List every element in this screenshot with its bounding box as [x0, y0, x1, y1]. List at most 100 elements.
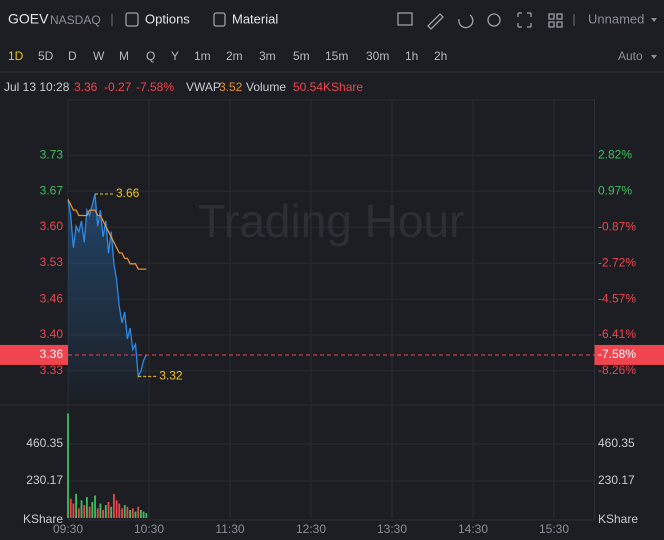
layout-name[interactable]: Unnamed — [588, 11, 644, 26]
quote-item: 3.36 — [74, 80, 98, 94]
y-tick-label: 3.33 — [40, 363, 64, 377]
y-tick-label: 3.46 — [40, 291, 64, 305]
settings-icon[interactable] — [487, 13, 501, 27]
layout-caret — [651, 18, 657, 22]
period-tab[interactable]: Y — [171, 49, 179, 63]
volume-bar — [134, 511, 137, 518]
y2-tick-label: -0.87% — [598, 219, 636, 233]
period-tab[interactable]: 3m — [259, 49, 276, 63]
period-tab[interactable]: Q — [146, 49, 155, 63]
period-tab[interactable]: 1h — [405, 49, 418, 63]
material-button[interactable]: Material — [213, 11, 278, 27]
x-tick-label: 15:30 — [539, 522, 569, 536]
volume-bar — [96, 508, 99, 518]
y2-tick-label: -6.41% — [598, 327, 636, 341]
options-icon — [125, 12, 139, 27]
quote-item: Volume — [246, 80, 286, 94]
volume-bar — [118, 503, 121, 518]
annotation-label: 3.32 — [159, 369, 183, 383]
layout-icon[interactable] — [548, 13, 563, 28]
last-change-label: -7.58% — [598, 347, 636, 361]
x-tick-label: 14:30 — [458, 522, 488, 536]
volume-bar — [126, 506, 129, 518]
indicator-icon[interactable] — [397, 12, 413, 26]
quote-item: 50.54KShare — [293, 80, 363, 94]
volume-bar — [94, 495, 96, 518]
volume-bar — [91, 501, 94, 518]
period-tab[interactable]: M — [119, 49, 129, 63]
volume-bar — [99, 503, 102, 518]
price-area — [68, 194, 147, 400]
period-tab[interactable]: 2m — [226, 49, 243, 63]
quote-item: -0.27 — [104, 80, 132, 94]
volume-bar — [115, 500, 118, 518]
period-tab[interactable]: 1D — [8, 49, 24, 63]
volume-bar — [121, 508, 123, 518]
chart-mode[interactable]: Auto — [618, 49, 643, 63]
watermark: Trading Hour — [198, 195, 465, 247]
volume-bar — [88, 506, 91, 518]
symbol[interactable]: GOEV — [8, 11, 49, 27]
volume-bar — [140, 509, 142, 518]
volume-bar — [67, 413, 69, 518]
y-tick-label: 3.73 — [40, 147, 64, 161]
material-label[interactable]: Material — [232, 11, 278, 26]
period-tab[interactable]: 30m — [366, 49, 389, 63]
y-tick-label: 3.53 — [40, 255, 64, 269]
quote-item: -7.58% — [136, 80, 174, 94]
y2-tick-label: -2.72% — [598, 255, 636, 269]
period-tab[interactable]: W — [93, 49, 105, 63]
y2-tick-label: -4.57% — [598, 291, 636, 305]
y-tick-label: 460.35 — [26, 436, 63, 450]
y2-tick-label: 230.17 — [598, 473, 635, 487]
period-tab[interactable]: D — [68, 49, 77, 63]
volume-bar — [113, 493, 115, 518]
volume-bar — [83, 505, 86, 518]
volume-bar — [75, 493, 77, 518]
period-tab[interactable]: 1m — [194, 49, 211, 63]
volume-bar — [123, 505, 126, 518]
refresh-icon[interactable] — [458, 14, 474, 29]
volume-bar — [80, 500, 83, 518]
last-change-box — [594, 344, 664, 365]
period-tab[interactable]: 2h — [434, 49, 447, 63]
volume-bar — [72, 503, 75, 518]
y-axis-unit: KShare — [23, 512, 63, 526]
options-label[interactable]: Options — [145, 11, 190, 26]
last-price-box — [0, 344, 68, 365]
vwap-line — [67, 199, 147, 270]
volume-bar — [69, 498, 72, 518]
options-button[interactable]: Options — [125, 11, 190, 27]
quote-item: Jul 13 10:28 — [4, 80, 70, 94]
volume-bar — [77, 508, 80, 518]
draw-icon[interactable] — [427, 13, 444, 30]
volume-bar — [137, 506, 140, 518]
y2-tick-label: 0.97% — [598, 183, 632, 197]
y-tick-label: 3.60 — [40, 219, 64, 233]
exchange: NASDAQ — [50, 13, 101, 27]
period-tab[interactable]: 5D — [38, 49, 54, 63]
y-tick-label: 230.17 — [26, 473, 63, 487]
annotation-label: 3.66 — [116, 186, 140, 200]
period-tab[interactable]: 5m — [293, 49, 310, 63]
x-tick-label: 13:30 — [377, 522, 407, 536]
y2-axis-unit: KShare — [598, 512, 638, 526]
material-icon — [213, 12, 226, 27]
volume-bar — [129, 509, 131, 518]
last-price-label: 3.36 — [40, 347, 64, 361]
quote-item: 3.52 — [219, 80, 243, 94]
y2-tick-label: 2.82% — [598, 147, 632, 161]
volume-bar — [110, 506, 113, 518]
volume-bar — [142, 511, 145, 518]
volume-bar — [104, 505, 107, 518]
volume-bar — [131, 508, 134, 518]
volume-bar — [145, 513, 148, 518]
y-tick-label: 3.40 — [40, 327, 64, 341]
x-tick-label: 11:30 — [215, 522, 244, 536]
volume-bar — [86, 497, 88, 518]
fullscreen-icon[interactable] — [517, 12, 532, 28]
x-tick-label: 12:30 — [296, 522, 326, 536]
period-tab[interactable]: 15m — [325, 49, 348, 63]
